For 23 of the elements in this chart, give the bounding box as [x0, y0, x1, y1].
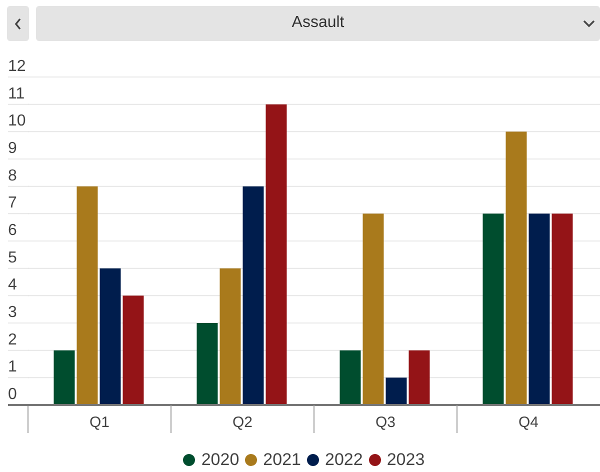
legend-label: 2021 [263, 450, 301, 470]
x-tick-label: Q1 [89, 414, 110, 431]
x-tick-label: Q3 [375, 414, 396, 431]
y-tick-label: 9 [8, 140, 17, 157]
y-tick-label: 1 [8, 358, 17, 376]
legend-label: 2023 [386, 450, 425, 470]
y-tick-label: 8 [8, 167, 17, 184]
x-tick-label: Q2 [232, 414, 253, 431]
y-tick-label: 2 [8, 331, 17, 348]
y-tick-label: 5 [8, 249, 17, 266]
y-tick-label: 0 [8, 386, 17, 403]
legend-label: 2020 [201, 450, 240, 470]
chart-title: Assault [290, 14, 346, 32]
y-tick-label: 12 [8, 58, 26, 75]
y-tick-label: 10 [8, 112, 26, 130]
y-tick-label: 11 [8, 85, 25, 102]
y-tick-label: 4 [8, 276, 17, 294]
y-tick-label: 6 [8, 222, 17, 239]
select-field: Assault [36, 6, 600, 41]
legend-label: 2022 [325, 450, 363, 470]
y-tick-label: 7 [8, 194, 17, 212]
y-tick-label: 3 [8, 304, 17, 321]
x-tick-label: Q4 [518, 414, 539, 431]
